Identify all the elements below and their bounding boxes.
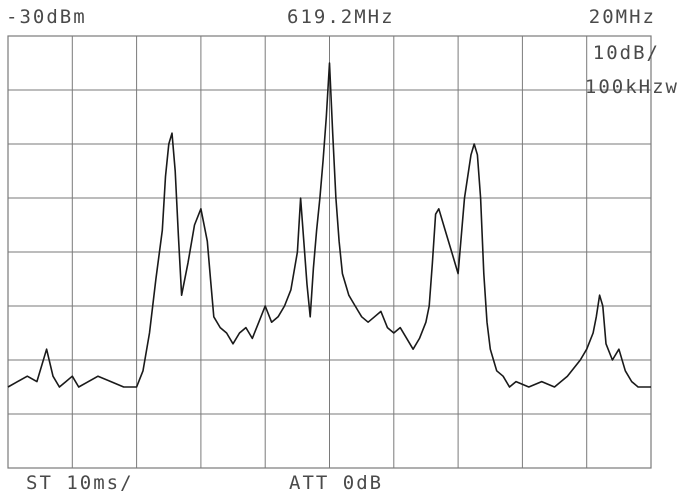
reference-level-label: -30dBm — [6, 6, 87, 28]
sweep-time-label: ST 10ms/ — [26, 472, 134, 494]
center-frequency-label: 619.2MHz — [287, 6, 395, 28]
span-label: 20MHz — [588, 6, 656, 28]
attenuation-label: ATT 0dB — [289, 472, 384, 494]
vertical-scale-label: 10dB/ — [592, 42, 660, 64]
graticule — [7, 35, 652, 469]
resolution-bandwidth-label: 100kHzw — [584, 76, 679, 98]
spectrum-trace — [7, 62, 651, 388]
